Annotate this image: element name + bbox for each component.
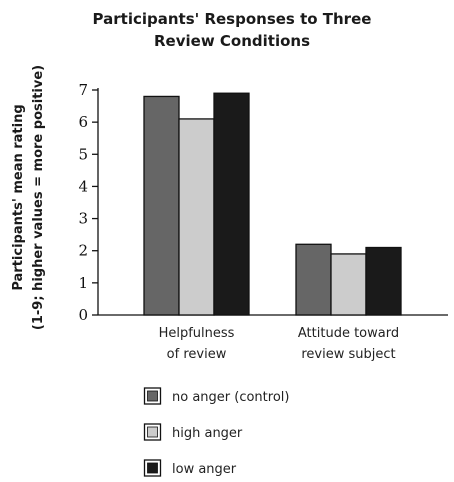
legend-swatch: [147, 462, 158, 474]
legend-item: low anger: [143, 459, 237, 477]
bar: [213, 92, 250, 316]
legend-swatch: [147, 426, 158, 438]
legend-swatch: [147, 390, 158, 402]
bar: [143, 95, 180, 316]
y-tick-label: 5: [78, 145, 88, 163]
legend-label: low anger: [172, 462, 237, 477]
bar: [178, 118, 215, 316]
y-axis-label-line: (1-9; higher values = more positive): [31, 65, 46, 330]
y-tick-label: 1: [78, 274, 88, 292]
bar: [365, 246, 402, 316]
chart-title-line: Review Conditions: [154, 32, 310, 50]
x-category-label: of review: [167, 347, 227, 362]
y-tick-label: 7: [78, 81, 88, 99]
x-category-label: Attitude toward: [298, 326, 399, 341]
legend-label: no anger (control): [172, 390, 289, 405]
bar: [330, 253, 367, 316]
bars: [143, 92, 402, 316]
y-tick-label: 6: [78, 113, 88, 131]
legend: no anger (control) high anger low anger: [143, 387, 289, 477]
y-tick-label: 3: [78, 210, 88, 228]
legend-item: no anger (control): [143, 387, 289, 405]
y-ticks: 0 1 2 3 4 5 6 7: [78, 81, 98, 324]
legend-label: high anger: [172, 426, 243, 441]
y-tick-label: 2: [78, 242, 88, 260]
x-category-label: Helpfulness: [159, 326, 235, 341]
legend-item: high anger: [143, 423, 243, 441]
y-tick-label: 0: [78, 306, 88, 324]
x-category-labels: Helpfulness of review Attitude toward revie…: [159, 326, 400, 362]
bar: [295, 243, 332, 316]
chart-title-line: Participants' Responses to Three: [93, 10, 372, 28]
y-axis-label: Participants' mean rating (1-9; higher va…: [11, 65, 46, 330]
y-tick-label: 4: [78, 177, 88, 195]
y-axis-label-line: Participants' mean rating: [11, 104, 26, 290]
x-category-label: review subject: [301, 347, 395, 362]
chart-title: Participants' Responses to Three Review C…: [93, 10, 372, 50]
